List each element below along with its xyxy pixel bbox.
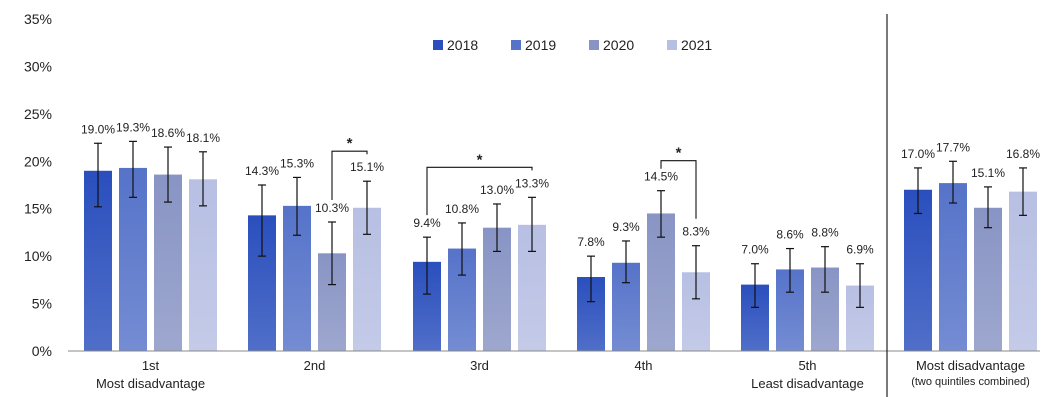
- x-axis: 1st Most disadvantage 2nd 3rd 4th 5th Least di…: [68, 14, 1040, 397]
- x-category-label: 2nd: [304, 358, 326, 373]
- data-label: 15.3%: [280, 156, 314, 170]
- data-label: 14.5%: [644, 170, 678, 184]
- significance-bracket: [660, 160, 697, 219]
- y-tick-label: 10%: [24, 248, 52, 264]
- legend-swatch-2018: [433, 40, 443, 50]
- data-label: 8.6%: [776, 228, 804, 242]
- data-label: 19.3%: [116, 120, 150, 134]
- bar-2020: [154, 174, 182, 351]
- bar-2021: [189, 179, 217, 351]
- y-tick-label: 30%: [24, 58, 52, 74]
- significance-layer: * * *: [331, 135, 697, 219]
- data-label: 17.0%: [901, 147, 935, 161]
- data-labels-layer: 19.0% 19.3% 18.6% 18.1% 14.3%15.3% 10.3% 15.1%…: [81, 120, 1040, 256]
- legend-label: 2021: [681, 37, 712, 53]
- data-label: 15.1%: [350, 160, 384, 174]
- y-tick-label: 25%: [24, 106, 52, 122]
- x-category-label: 4th: [634, 358, 652, 373]
- legend-swatch-2019: [511, 40, 521, 50]
- legend-label: 2019: [525, 37, 556, 53]
- x-category-label: 5th: [798, 358, 816, 373]
- x-category-label: Most disadvantage: [916, 358, 1025, 373]
- data-label: 15.1%: [971, 166, 1005, 180]
- data-label: 19.0%: [81, 122, 115, 136]
- significance-marker: *: [477, 151, 483, 168]
- data-label: 9.4%: [413, 216, 441, 230]
- legend-label: 2020: [603, 37, 634, 53]
- error-bars-layer: [94, 140, 1027, 308]
- data-label: 7.0%: [741, 243, 769, 257]
- legend-label: 2018: [447, 37, 478, 53]
- significance-marker: *: [676, 145, 682, 162]
- bar-2021: [1009, 191, 1037, 351]
- bars-layer: [84, 167, 1037, 351]
- y-tick-label: 15%: [24, 201, 52, 217]
- significance-marker: *: [347, 135, 353, 152]
- data-label: 8.8%: [811, 226, 839, 240]
- x-category-label: 3rd: [470, 358, 489, 373]
- y-tick-label: 20%: [24, 153, 52, 169]
- significance-bracket: [331, 150, 368, 200]
- legend-swatch-2020: [589, 40, 599, 50]
- bar-2019: [119, 167, 147, 351]
- data-label: 9.3%: [612, 220, 640, 234]
- data-label: 16.8%: [1006, 147, 1040, 161]
- y-tick-label: 5%: [32, 296, 52, 312]
- x-category-sublabel: Most disadvantage: [96, 376, 205, 391]
- data-label: 10.3%: [315, 201, 349, 215]
- significance-bracket: [426, 166, 533, 216]
- x-category-sublabel: (two quintiles combined): [911, 376, 1030, 388]
- y-axis: 0% 5% 10% 15% 20% 25% 30% 35%: [24, 11, 52, 359]
- data-label: 18.6%: [151, 126, 185, 140]
- legend: 2018 2019 2020 2021: [433, 37, 712, 53]
- data-label: 18.1%: [186, 131, 220, 145]
- y-tick-label: 35%: [24, 11, 52, 27]
- data-label: 7.8%: [577, 235, 605, 249]
- x-category-sublabel: Least disadvantage: [751, 376, 864, 391]
- data-label: 13.3%: [515, 176, 549, 190]
- data-label: 17.7%: [936, 140, 970, 154]
- bar-2018: [904, 189, 932, 351]
- x-category-label: 1st: [142, 358, 160, 373]
- data-label: 14.3%: [245, 164, 279, 178]
- bar-2020: [974, 207, 1002, 351]
- legend-swatch-2021: [667, 40, 677, 50]
- data-label: 6.9%: [846, 243, 874, 257]
- data-label: 8.3%: [682, 225, 710, 239]
- bar-2019: [939, 183, 967, 351]
- y-tick-label: 0%: [32, 343, 52, 359]
- data-label: 13.0%: [480, 183, 514, 197]
- data-label: 10.8%: [445, 202, 479, 216]
